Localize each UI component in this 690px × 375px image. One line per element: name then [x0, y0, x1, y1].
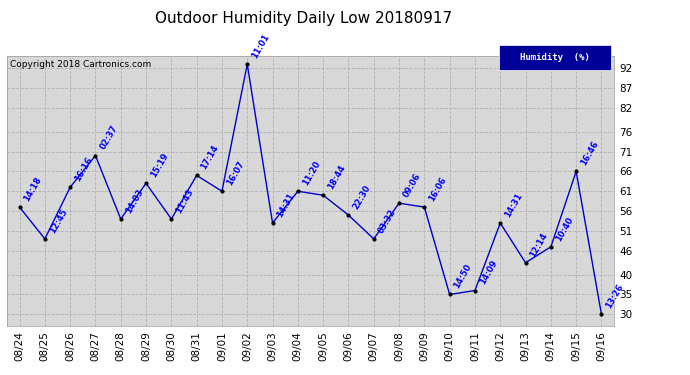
- Text: Outdoor Humidity Daily Low 20180917: Outdoor Humidity Daily Low 20180917: [155, 11, 452, 26]
- Text: 03:32: 03:32: [377, 207, 397, 235]
- Text: 12:14: 12:14: [529, 231, 549, 258]
- Text: 14:31: 14:31: [275, 191, 297, 219]
- Text: 09:06: 09:06: [402, 171, 423, 199]
- Text: 16:16: 16:16: [73, 155, 94, 183]
- Text: 16:06: 16:06: [427, 175, 449, 203]
- Text: 22:30: 22:30: [351, 183, 373, 211]
- Text: 11:43: 11:43: [174, 187, 195, 215]
- Text: 14:18: 14:18: [22, 175, 43, 203]
- Text: 13:26: 13:26: [604, 282, 625, 310]
- Text: 14:09: 14:09: [477, 259, 499, 286]
- Text: 14:50: 14:50: [453, 262, 473, 290]
- Text: 11:20: 11:20: [301, 159, 322, 187]
- Text: 16:07: 16:07: [225, 159, 246, 187]
- Text: Humidity  (%): Humidity (%): [520, 53, 590, 62]
- Text: 11:01: 11:01: [250, 32, 271, 60]
- Text: 14:03: 14:03: [124, 188, 145, 215]
- Text: 10:40: 10:40: [553, 215, 575, 243]
- Text: Copyright 2018 Cartronics.com: Copyright 2018 Cartronics.com: [10, 60, 151, 69]
- Text: 12:45: 12:45: [48, 207, 69, 235]
- Text: 17:14: 17:14: [199, 144, 221, 171]
- Text: 02:37: 02:37: [98, 124, 119, 152]
- Text: 15:19: 15:19: [149, 152, 170, 179]
- Text: 16:46: 16:46: [579, 140, 600, 167]
- Text: 14:31: 14:31: [503, 191, 524, 219]
- Text: 18:44: 18:44: [326, 164, 347, 191]
